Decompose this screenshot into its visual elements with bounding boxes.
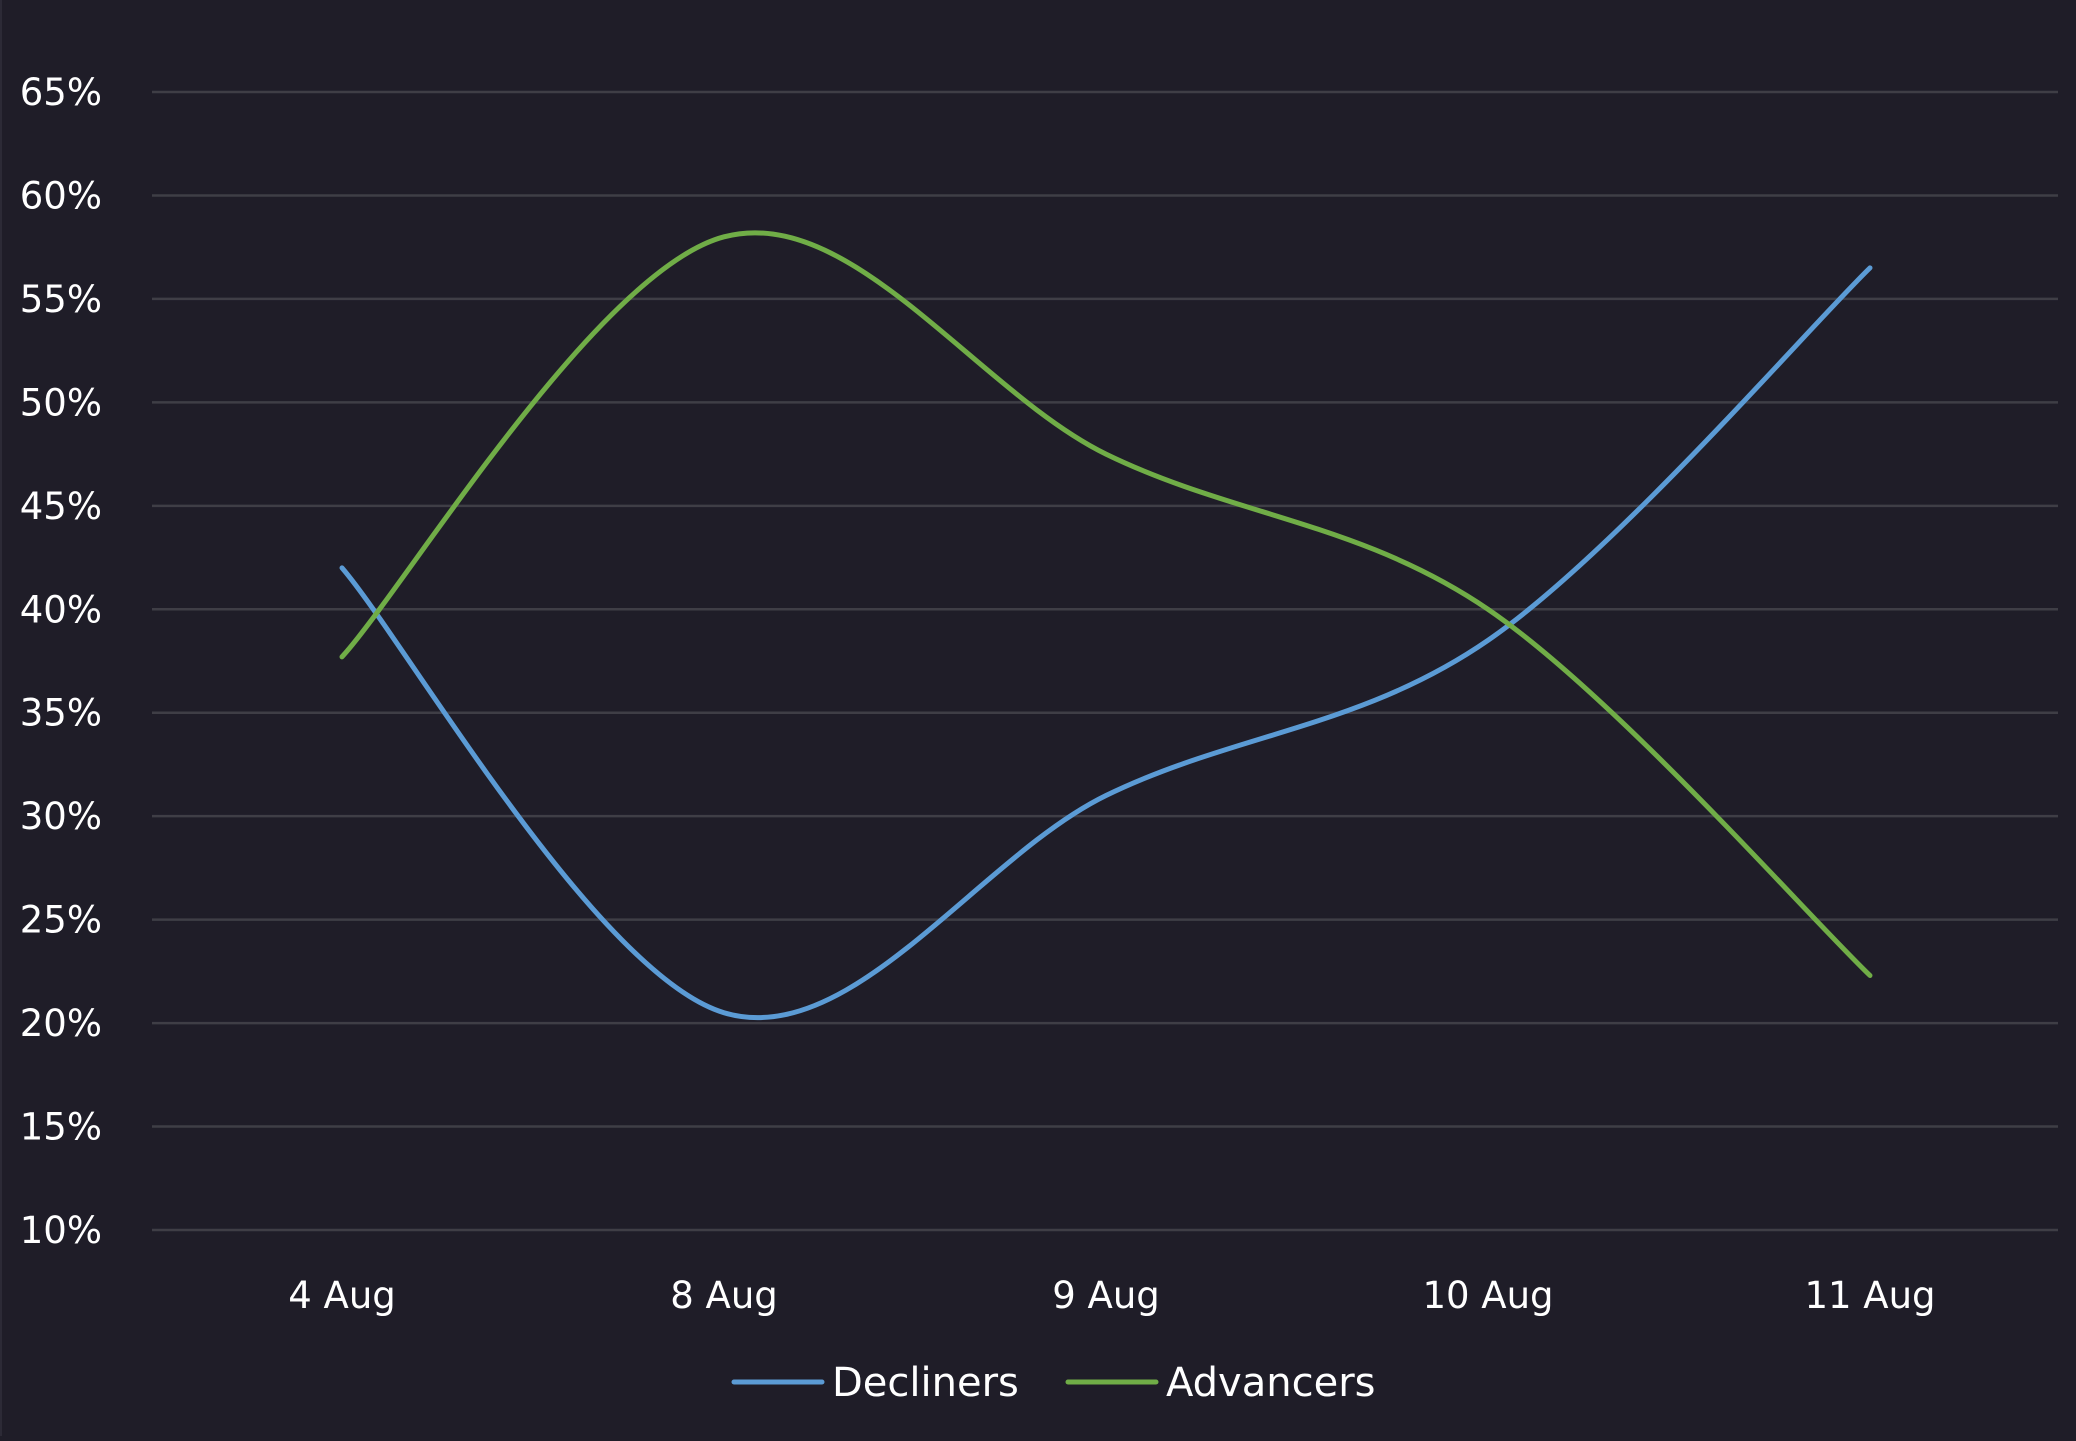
x-tick-label-1: 8 Aug — [670, 1274, 778, 1317]
series-lines — [339, 230, 1873, 1021]
x-axis-labels: 4 Aug 8 Aug 9 Aug 10 Aug 11 Aug — [288, 1274, 1935, 1317]
legend: Decliners Advancers — [731, 1360, 1375, 1406]
y-tick-label-35: 35% — [20, 692, 102, 735]
y-tick-label-55: 55% — [20, 278, 102, 321]
y-tick-label-65: 65% — [20, 71, 102, 114]
legend-label-advancers: Advancers — [1166, 1360, 1375, 1406]
y-tick-label-45: 45% — [20, 485, 102, 528]
y-tick-label-30: 30% — [20, 795, 102, 838]
y-tick-label-40: 40% — [20, 588, 102, 631]
series-line-advancers — [339, 230, 1873, 979]
y-tick-label-50: 50% — [20, 381, 102, 424]
x-tick-label-4: 11 Aug — [1804, 1274, 1935, 1317]
series-line-decliners — [339, 265, 1873, 1021]
y-tick-label-10: 10% — [20, 1209, 102, 1252]
y-tick-label-25: 25% — [20, 899, 102, 942]
y-tick-label-60: 60% — [20, 174, 102, 217]
gridlines — [152, 90, 2058, 1232]
y-tick-label-20: 20% — [20, 1002, 102, 1045]
legend-label-decliners: Decliners — [832, 1360, 1019, 1406]
x-tick-label-3: 10 Aug — [1422, 1274, 1553, 1317]
x-tick-label-2: 9 Aug — [1052, 1274, 1160, 1317]
y-tick-label-15: 15% — [20, 1106, 102, 1149]
x-tick-label-0: 4 Aug — [288, 1274, 396, 1317]
y-axis-labels: 10% 15% 20% 25% 30% 35% 40% 45% 50% 55% 60% 65% — [20, 71, 102, 1252]
